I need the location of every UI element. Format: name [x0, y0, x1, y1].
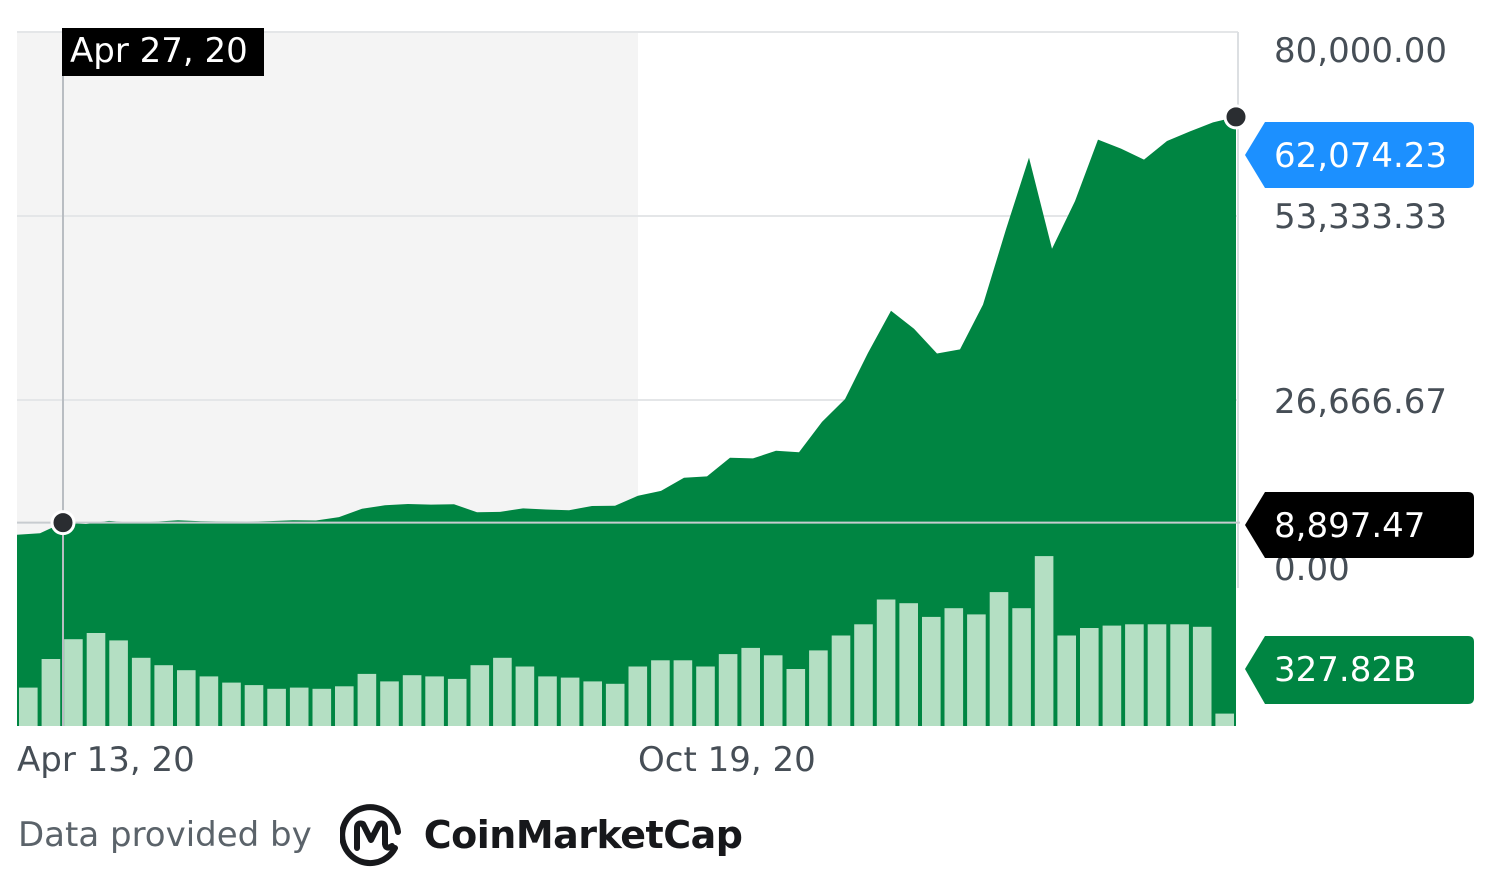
volume-bar[interactable]: [1034, 556, 1054, 726]
x-tick-label-apr-13: Apr 13, 20: [17, 740, 195, 780]
crosshair-value-label: 8,897.47: [1274, 506, 1425, 546]
volume-bar[interactable]: [876, 599, 896, 727]
volume-bar[interactable]: [515, 666, 535, 727]
volume-bar[interactable]: [1192, 626, 1212, 726]
volume-bar[interactable]: [425, 676, 444, 726]
price-area[interactable]: [17, 116, 1236, 726]
volume-bar[interactable]: [131, 657, 151, 726]
volume-bar[interactable]: [763, 655, 783, 726]
volume-bar[interactable]: [786, 669, 806, 726]
volume-bar[interactable]: [560, 677, 580, 726]
volume-bar[interactable]: [1012, 608, 1031, 726]
last-price-tag-shape: [1245, 122, 1474, 188]
x-tick-label-oct-19: Oct 19, 20: [638, 740, 816, 780]
volume-bar[interactable]: [470, 665, 490, 726]
volume-bar[interactable]: [19, 687, 38, 726]
volume-bar[interactable]: [1102, 625, 1122, 726]
volume-bar[interactable]: [1170, 624, 1189, 726]
attribution: Data provided by CoinMarketCap: [18, 800, 743, 870]
volume-label: 327.82B: [1274, 650, 1416, 690]
volume-bar[interactable]: [809, 650, 828, 726]
volume-bar[interactable]: [177, 670, 196, 726]
volume-bar[interactable]: [628, 666, 648, 727]
volume-bar[interactable]: [967, 614, 986, 726]
volume-bar[interactable]: [447, 678, 467, 726]
volume-bar[interactable]: [154, 665, 173, 726]
crosshair-date-tag: Apr 27, 20: [62, 28, 264, 76]
last-price-tag: 62,074.23: [1245, 122, 1474, 188]
attribution-text: Data provided by: [18, 815, 312, 855]
volume-tag-shape: [1245, 636, 1474, 704]
y-tick-label-80000: 80,000.00: [1274, 31, 1447, 71]
volume-bars[interactable]: [19, 556, 1234, 726]
volume-bar[interactable]: [289, 687, 309, 726]
y-tick-label-53333: 53,333.33: [1274, 197, 1447, 237]
volume-bar[interactable]: [538, 676, 557, 726]
volume-bar[interactable]: [651, 660, 670, 726]
volume-bar[interactable]: [244, 685, 264, 726]
volume-bar[interactable]: [1147, 624, 1167, 726]
volume-bar[interactable]: [741, 647, 760, 726]
volume-bar[interactable]: [86, 633, 106, 726]
crosshair-point[interactable]: [50, 510, 76, 536]
volume-bar[interactable]: [673, 660, 693, 726]
volume-bar[interactable]: [605, 683, 625, 726]
volume-bar[interactable]: [199, 676, 219, 726]
crosshair-value-tag-shape: [1245, 492, 1474, 558]
volume-bar[interactable]: [922, 616, 941, 726]
last-price-label: 62,074.23: [1274, 136, 1447, 176]
price-chart[interactable]: 80,000.00 53,333.33 26,666.67 0.00 62,07…: [0, 0, 1496, 800]
volume-bar[interactable]: [267, 688, 286, 726]
volume-bar[interactable]: [944, 608, 964, 726]
volume-bar[interactable]: [64, 639, 83, 726]
volume-bar[interactable]: [357, 673, 377, 726]
volume-bar[interactable]: [854, 624, 873, 726]
volume-bar[interactable]: [222, 682, 241, 726]
coinmarketcap-logo-icon[interactable]: [339, 802, 406, 868]
volume-bar[interactable]: [1057, 635, 1076, 727]
coinmarketcap-name[interactable]: CoinMarketCap: [423, 813, 743, 857]
volume-bar[interactable]: [1080, 628, 1099, 726]
volume-bar[interactable]: [583, 681, 602, 726]
volume-bar[interactable]: [831, 635, 851, 727]
volume-bar[interactable]: [718, 654, 738, 726]
volume-bar[interactable]: [312, 688, 332, 726]
volume-bar[interactable]: [402, 675, 422, 726]
crosshair-date-label: Apr 27, 20: [70, 31, 248, 71]
volume-bar[interactable]: [1215, 713, 1234, 726]
last-price-point[interactable]: [1223, 104, 1249, 130]
crosshair-value-tag: 8,897.47: [1245, 492, 1474, 558]
volume-bar[interactable]: [380, 681, 399, 726]
volume-bar[interactable]: [899, 603, 918, 726]
volume-bar[interactable]: [1125, 624, 1144, 726]
volume-bar[interactable]: [41, 659, 61, 726]
volume-bar[interactable]: [493, 657, 512, 726]
volume-bar[interactable]: [696, 666, 715, 727]
volume-bar[interactable]: [109, 640, 128, 726]
volume-bar[interactable]: [335, 686, 354, 726]
volume-bar[interactable]: [989, 592, 1009, 726]
y-tick-label-26667: 26,666.67: [1274, 382, 1447, 422]
volume-tag: 327.82B: [1245, 636, 1474, 704]
crosshair-date-tag-shape: [62, 28, 264, 76]
